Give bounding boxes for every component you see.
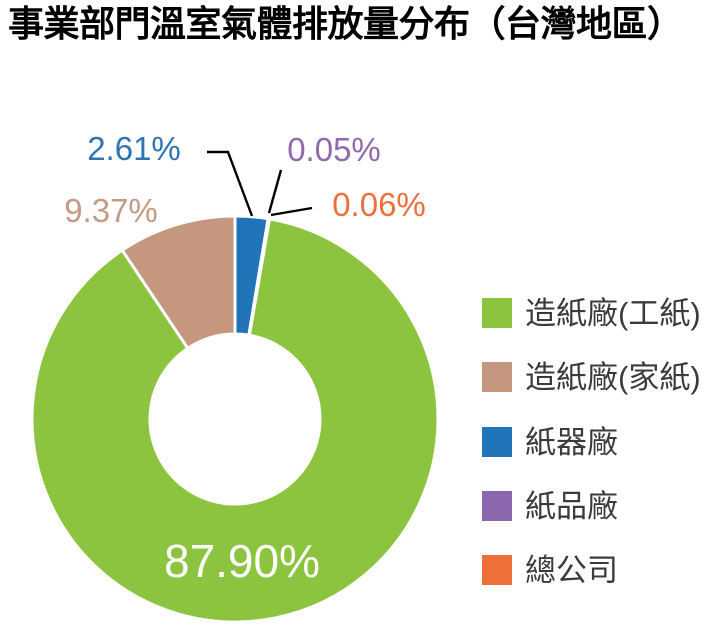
legend-label-green: 造紙廠(工紙) <box>525 296 701 331</box>
callout-labels: 2.61% 9.37% 0.05% 0.06% 87.90% <box>64 130 426 587</box>
legend-item: 造紙廠(家紙) <box>482 360 701 395</box>
legend-label-blue: 紙器廠 <box>525 425 618 460</box>
leader-line-blue <box>207 150 254 217</box>
label-orange-percent: 0.06% <box>332 186 426 223</box>
chart-legend: 造紙廠(工紙) 造紙廠(家紙) 紙器廠 紙品廠 總公司 <box>482 296 701 588</box>
legend-label-purple: 紙品廠 <box>525 489 618 524</box>
legend-swatch-orange <box>482 555 512 585</box>
page-title: 事業部門溫室氣體排放量分布（台灣地區） <box>8 3 683 44</box>
legend-item: 造紙廠(工紙) <box>482 296 701 331</box>
legend-label-tan: 造紙廠(家紙) <box>525 360 701 395</box>
legend-swatch-tan <box>482 362 512 392</box>
label-green-percent: 87.90% <box>164 535 320 587</box>
leader-line-orange <box>270 206 313 217</box>
donut-slice-1 <box>120 214 237 351</box>
legend-swatch-green <box>482 298 512 328</box>
legend-item: 紙品廠 <box>482 489 618 524</box>
label-purple-percent: 0.05% <box>287 131 381 168</box>
leader-lines <box>207 150 313 217</box>
legend-swatch-blue <box>482 427 512 457</box>
donut-slices <box>30 214 440 624</box>
leader-line-purple <box>267 169 283 214</box>
legend-item: 總公司 <box>482 553 618 588</box>
label-blue-percent: 2.61% <box>87 130 181 167</box>
legend-item: 紙器廠 <box>482 425 618 460</box>
donut-slice-0 <box>30 217 440 624</box>
label-tan-percent: 9.37% <box>64 192 158 229</box>
legend-label-orange: 總公司 <box>525 553 618 588</box>
legend-swatch-purple <box>482 491 512 521</box>
